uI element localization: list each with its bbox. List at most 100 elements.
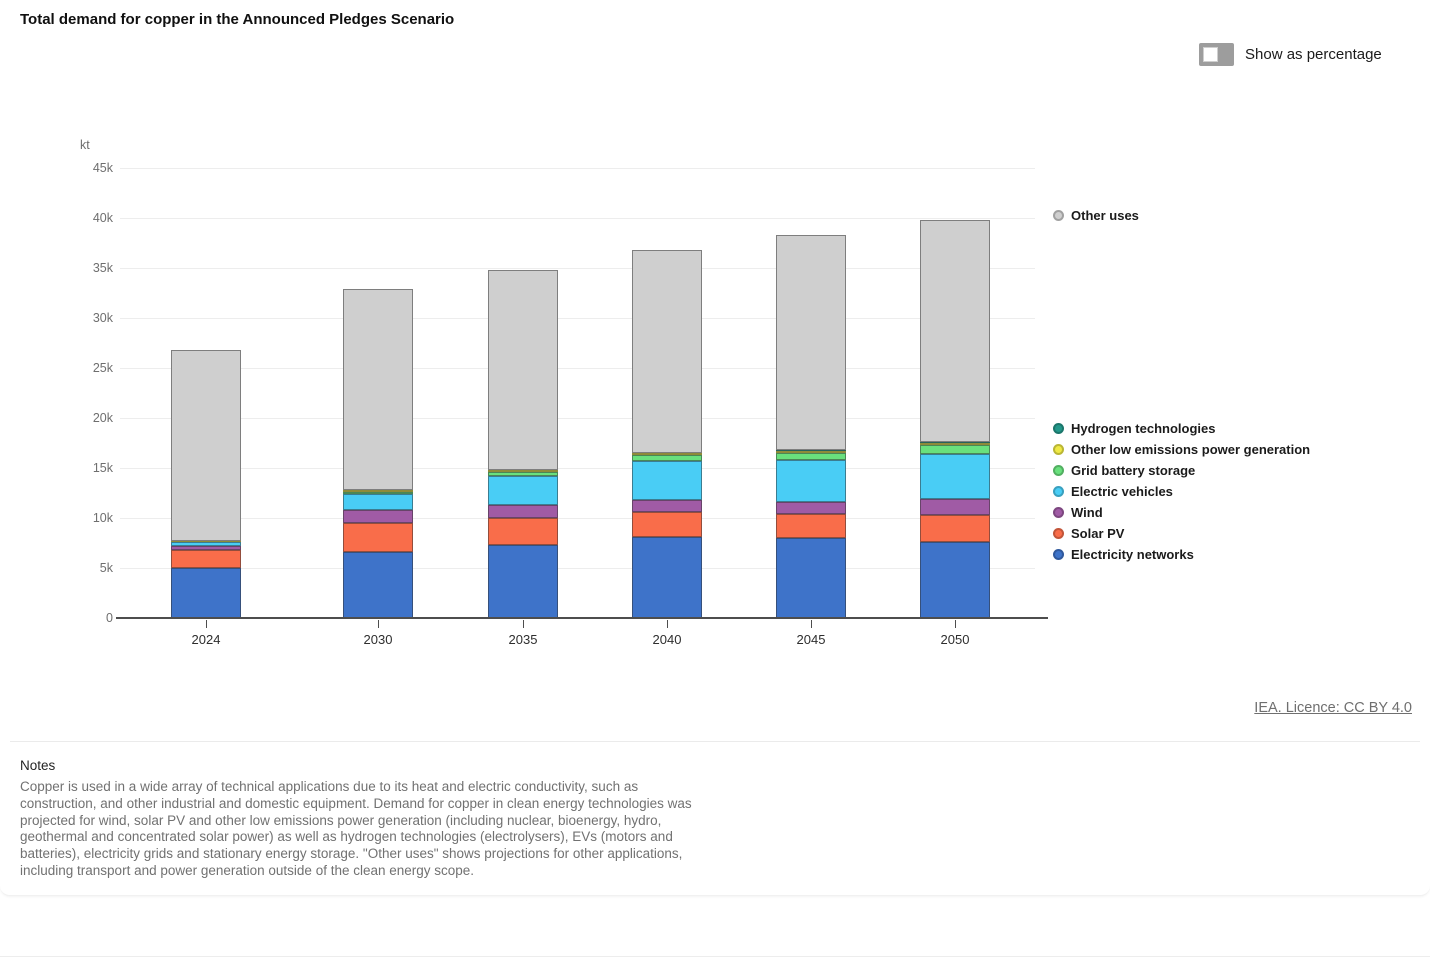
gridline — [120, 417, 1035, 419]
bar-segment-grid-battery-storage[interactable] — [488, 472, 558, 476]
legend-item-label: Other uses — [1071, 208, 1139, 223]
y-axis-tick-label: 5k — [99, 561, 113, 575]
legend-item-electric-vehicles[interactable]: Electric vehicles — [1053, 481, 1310, 502]
chart-title: Total demand for copper in the Announced… — [20, 11, 455, 28]
bar-segment-other-uses[interactable] — [776, 235, 846, 450]
bar-segment-other-uses[interactable] — [920, 220, 990, 442]
x-axis-tick — [523, 620, 524, 628]
legend-dot-icon — [1053, 486, 1064, 497]
legend-other-uses: Other uses — [1053, 205, 1139, 226]
bar-segment-grid-battery-storage[interactable] — [920, 445, 990, 454]
notes-heading: Notes — [20, 758, 56, 773]
gridline — [120, 267, 1035, 269]
iea-licence-link[interactable]: IEA. Licence: CC BY 4.0 — [1254, 700, 1412, 716]
bar-segment-solar-pv[interactable] — [488, 518, 558, 545]
legend-item-hydrogen-technologies[interactable]: Hydrogen technologies — [1053, 418, 1310, 439]
bar-segment-solar-pv[interactable] — [171, 550, 241, 568]
x-axis-tick — [667, 620, 668, 628]
legend-dot-icon — [1053, 465, 1064, 476]
bar-segment-other-uses[interactable] — [488, 270, 558, 470]
y-axis-tick-label: 10k — [92, 511, 113, 525]
bar-segment-wind[interactable] — [171, 546, 241, 550]
bar-segment-wind[interactable] — [920, 499, 990, 515]
legend-item-wind[interactable]: Wind — [1053, 502, 1310, 523]
legend-item-solar-pv[interactable]: Solar PV — [1053, 523, 1310, 544]
y-axis-tick-label: 30k — [92, 311, 113, 325]
bar-segment-electric-vehicles[interactable] — [343, 494, 413, 510]
legend-item-label: Wind — [1071, 505, 1103, 520]
y-axis-unit-label: kt — [80, 138, 90, 152]
legend-item-label: Solar PV — [1071, 526, 1125, 541]
bar-segment-other-uses[interactable] — [343, 289, 413, 490]
y-axis-tick-label: 40k — [92, 211, 113, 225]
bar-segment-other-low-emissions-power-generation[interactable] — [488, 470, 558, 472]
y-axis-tick-label: 0 — [106, 611, 113, 625]
bar-segment-other-uses[interactable] — [171, 350, 241, 541]
y-axis-tick-label: 25k — [92, 361, 113, 375]
bar-segment-electric-vehicles[interactable] — [171, 542, 241, 546]
bar-segment-other-low-emissions-power-generation[interactable] — [343, 490, 413, 492]
percentage-toggle[interactable] — [1199, 43, 1234, 66]
bar-segment-solar-pv[interactable] — [343, 523, 413, 552]
x-axis-tick — [378, 620, 379, 628]
gridline — [120, 567, 1035, 569]
bar-segment-wind[interactable] — [343, 510, 413, 523]
y-axis-tick-label: 15k — [92, 461, 113, 475]
bar-segment-electricity-networks[interactable] — [488, 545, 558, 618]
y-axis-tick-label: 35k — [92, 261, 113, 275]
bar-segment-wind[interactable] — [632, 500, 702, 512]
x-axis-label: 2030 — [363, 632, 393, 647]
percentage-toggle-label: Show as percentage — [1245, 46, 1382, 63]
bottom-divider — [0, 956, 1430, 957]
legend-item-label: Electricity networks — [1071, 547, 1194, 562]
bar-segment-grid-battery-storage[interactable] — [776, 453, 846, 460]
legend-item-grid-battery-storage[interactable]: Grid battery storage — [1053, 460, 1310, 481]
gridline — [120, 317, 1035, 319]
gridline — [120, 367, 1035, 369]
plot-area: 0 5k 10k 15k 20k 25k 30k 35k 40k 45k 2024 2030 2035 2… — [93, 161, 1048, 647]
bar-segment-solar-pv[interactable] — [632, 512, 702, 537]
x-axis-line — [116, 617, 1048, 619]
x-axis-label: 2050 — [940, 632, 970, 647]
bar-segment-other-low-emissions-power-generation[interactable] — [776, 450, 846, 453]
bar-segment-electricity-networks[interactable] — [632, 537, 702, 618]
bar-segment-other-low-emissions-power-generation[interactable] — [632, 453, 702, 455]
bar-segment-solar-pv[interactable] — [920, 515, 990, 542]
legend-item-label: Other low emissions power generation — [1071, 442, 1311, 457]
bar-segment-solar-pv[interactable] — [776, 514, 846, 538]
legend-group: Hydrogen technologies Other low emissions… — [1053, 418, 1310, 565]
percentage-toggle-row: Show as percentage — [1199, 43, 1382, 66]
y-axis-tick-label: 20k — [92, 411, 113, 425]
legend-item-other-low-emissions-power-generation[interactable]: Other low emissions power generation — [1053, 439, 1310, 460]
gridline — [120, 467, 1035, 469]
bar-segment-wind[interactable] — [776, 502, 846, 514]
toggle-knob-icon — [1203, 47, 1218, 62]
legend-dot-icon — [1053, 549, 1064, 560]
legend-dot-icon — [1053, 528, 1064, 539]
legend-item-label: Grid battery storage — [1071, 463, 1196, 478]
bar-segment-grid-battery-storage[interactable] — [632, 455, 702, 461]
legend-dot-icon — [1053, 444, 1064, 455]
bar-segment-electric-vehicles[interactable] — [776, 460, 846, 502]
bar-segment-grid-battery-storage[interactable] — [343, 492, 413, 494]
x-axis-label: 2024 — [191, 632, 221, 647]
bar-segment-electric-vehicles[interactable] — [632, 461, 702, 500]
x-axis-label: 2035 — [508, 632, 538, 647]
bar-segment-other-uses[interactable] — [632, 250, 702, 453]
bar-segment-other-low-emissions-power-generation[interactable] — [920, 443, 990, 445]
notes-divider — [10, 741, 1420, 742]
bar-segment-electricity-networks[interactable] — [920, 542, 990, 618]
bar-segment-electricity-networks[interactable] — [776, 538, 846, 618]
bar-segment-electric-vehicles[interactable] — [920, 454, 990, 499]
gridline — [120, 517, 1035, 519]
gridline — [120, 217, 1035, 219]
bar-segment-wind[interactable] — [488, 505, 558, 518]
bar-segment-electricity-networks[interactable] — [343, 552, 413, 618]
legend-item-label: Electric vehicles — [1071, 484, 1173, 499]
legend-dot-icon — [1053, 210, 1064, 221]
bar-segment-electric-vehicles[interactable] — [488, 476, 558, 505]
legend-item-other-uses[interactable]: Other uses — [1053, 205, 1139, 226]
bar-segment-electricity-networks[interactable] — [171, 568, 241, 618]
legend-item-electricity-networks[interactable]: Electricity networks — [1053, 544, 1310, 565]
